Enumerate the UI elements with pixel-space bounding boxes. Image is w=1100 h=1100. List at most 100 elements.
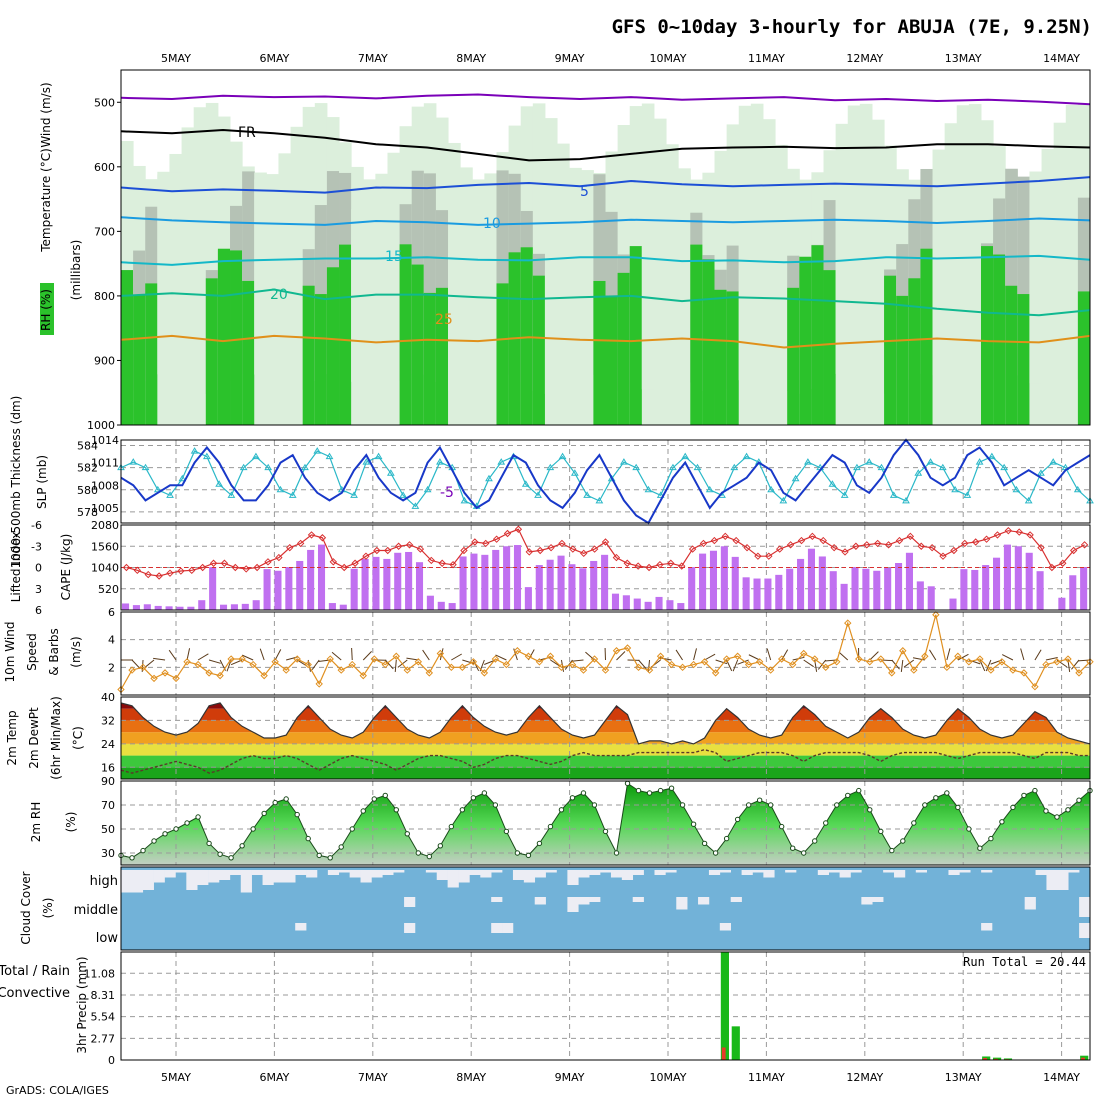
lifted-index-point bbox=[710, 536, 719, 545]
wind-speed-point bbox=[502, 660, 511, 669]
rh-shade-green bbox=[617, 272, 631, 425]
thickness-point bbox=[558, 452, 567, 460]
cloud-clear-cell bbox=[164, 870, 176, 878]
rh-shade-gray bbox=[581, 170, 594, 375]
cloud-clear-cell bbox=[306, 870, 318, 878]
cape-bar bbox=[513, 545, 522, 610]
thickness-point bbox=[386, 469, 395, 476]
cape-bar bbox=[579, 568, 587, 610]
thickness-point bbox=[975, 458, 984, 465]
wind-speed-point bbox=[998, 658, 1006, 666]
wind-speed-point bbox=[172, 674, 180, 683]
wind-barb bbox=[208, 659, 221, 664]
wind-barb bbox=[781, 649, 789, 661]
thickness-point bbox=[129, 458, 138, 465]
temp-line bbox=[120, 702, 1091, 745]
wind-barb bbox=[406, 657, 419, 661]
li-tick-label: 0 bbox=[35, 562, 42, 575]
wind-frame bbox=[120, 611, 1091, 696]
lifted-index-point bbox=[667, 559, 675, 567]
rh-point bbox=[999, 819, 1005, 825]
rh-shade-green bbox=[593, 280, 606, 425]
thickness-slp-panel: 578 580 582 584 1005 1008 1011 1014 1000-500mb T… bbox=[9, 396, 1094, 568]
rh-point bbox=[922, 802, 928, 808]
wind-barb bbox=[900, 659, 904, 672]
rh-point bbox=[767, 802, 774, 808]
lifted-index-point bbox=[928, 543, 936, 552]
cape-bar bbox=[524, 587, 532, 610]
thickness-point bbox=[620, 458, 628, 465]
lifted-index-point bbox=[743, 543, 751, 552]
rh-point bbox=[801, 850, 807, 856]
cape-bar bbox=[568, 564, 576, 610]
cloud-level-label: low bbox=[96, 931, 119, 946]
lifted-index-point bbox=[329, 558, 338, 566]
rh-shade-green bbox=[690, 244, 703, 425]
rh-shade-gray bbox=[641, 246, 655, 390]
rh-point bbox=[492, 802, 499, 808]
cape-bar bbox=[927, 586, 935, 610]
rh-point bbox=[1010, 804, 1016, 811]
rh-shade-gray bbox=[847, 175, 861, 376]
wind-speed-point bbox=[238, 655, 246, 663]
cloud-clear-cell bbox=[284, 870, 296, 883]
li-ylabel: Lifted Index bbox=[9, 532, 23, 603]
lifted-index-point bbox=[471, 538, 479, 546]
wind-speed-point bbox=[590, 655, 599, 663]
isotherm-label: 10 bbox=[483, 216, 501, 232]
wind-speed-point bbox=[579, 666, 588, 674]
thickness-point bbox=[546, 463, 555, 471]
wind-speed-point bbox=[811, 655, 819, 663]
wind-barb bbox=[585, 651, 595, 661]
wind-10m-panel: 2 4 6 10m Wind Speed & Barbs (m/s) bbox=[3, 606, 1094, 696]
rh-point bbox=[481, 790, 488, 796]
rh-point bbox=[635, 787, 642, 794]
cape-bar bbox=[655, 596, 663, 610]
rh-shade-green bbox=[532, 275, 546, 425]
thickness-point bbox=[779, 496, 788, 504]
cloud-clear-cell bbox=[872, 897, 884, 902]
thickness-point bbox=[436, 458, 444, 465]
cape-bar bbox=[1003, 544, 1011, 610]
cape-bar bbox=[775, 574, 783, 610]
wind-speed-point bbox=[183, 658, 191, 666]
wind-speed-point bbox=[822, 663, 830, 672]
thickness-point bbox=[607, 474, 616, 482]
rh-shade-gray bbox=[1053, 269, 1067, 394]
cloud-clear-cell bbox=[719, 870, 732, 873]
temp-tick-label: 32 bbox=[101, 714, 115, 727]
thickness-point bbox=[595, 496, 604, 504]
lifted-index-point bbox=[601, 538, 610, 546]
cloud-clear-cell bbox=[578, 870, 590, 878]
cloud-clear-cell bbox=[262, 870, 274, 885]
lifted-index-point bbox=[895, 536, 904, 545]
rh-point bbox=[239, 843, 245, 849]
rh-shade-green bbox=[121, 270, 134, 425]
wind-speed-point bbox=[932, 611, 940, 619]
cape-bar bbox=[219, 604, 228, 610]
rh-tick-label: 70 bbox=[101, 799, 115, 812]
thickness-tick-label: 582 bbox=[77, 462, 98, 475]
lifted-index-line bbox=[126, 528, 1085, 577]
lifted-index-point bbox=[688, 545, 697, 553]
rh-shade-green bbox=[145, 283, 158, 425]
thickness-point bbox=[914, 469, 923, 476]
date-label-bottom: 5MAY bbox=[161, 1071, 191, 1084]
rh-point bbox=[129, 855, 135, 861]
cape-bar bbox=[960, 569, 968, 610]
lifted-index-point bbox=[307, 531, 316, 539]
thickness-point bbox=[460, 496, 469, 504]
wind-speed-point bbox=[799, 649, 808, 658]
rh-point bbox=[1043, 808, 1049, 814]
rh-point bbox=[646, 790, 653, 796]
lifted-index-point bbox=[623, 559, 631, 567]
thickness-tick-label: 580 bbox=[77, 484, 98, 497]
slp-line bbox=[120, 438, 1091, 525]
cape-bar bbox=[971, 569, 979, 610]
date-label-top: 13MAY bbox=[945, 52, 982, 65]
lifted-index-point bbox=[318, 534, 327, 542]
wind-barb bbox=[571, 659, 584, 662]
temp-ylabel-1: 2m Temp bbox=[5, 710, 19, 765]
cape-bar bbox=[862, 568, 870, 610]
lifted-index-point bbox=[993, 531, 1002, 539]
